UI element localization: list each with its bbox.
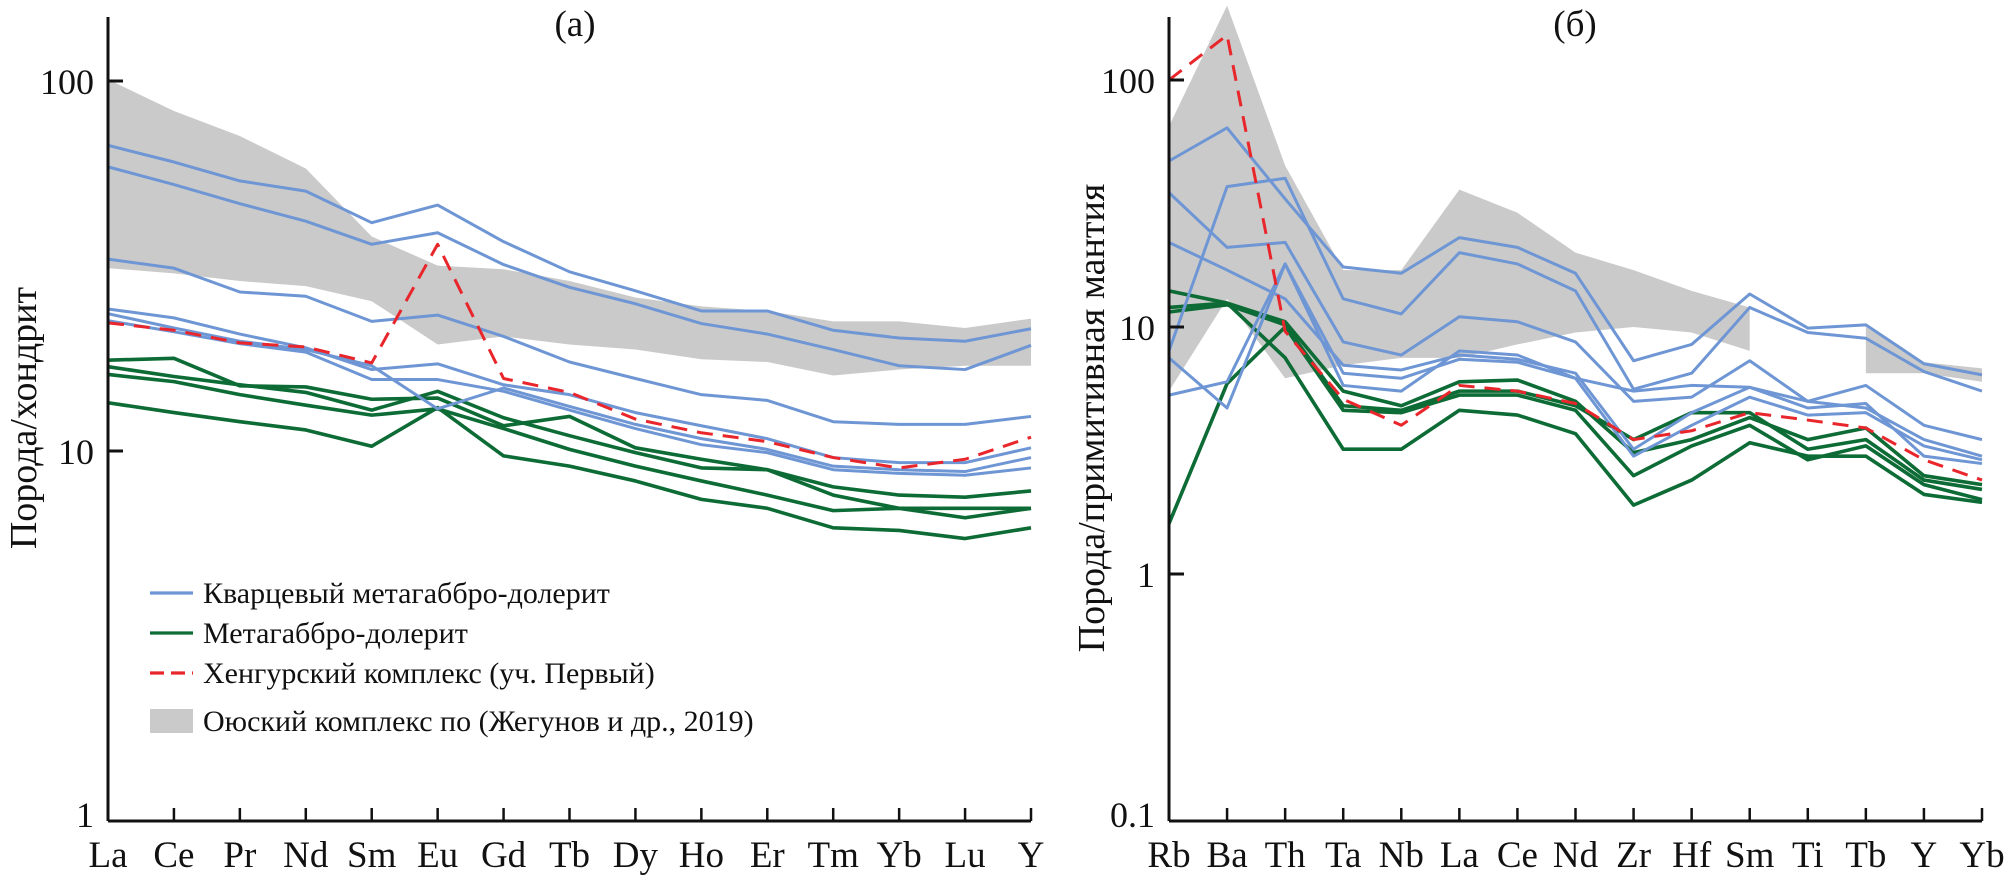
x-tick-label: Nb (1379, 835, 1424, 876)
quartz-metagabbro-dolerite-line (1167, 191, 1983, 442)
legend-item: Метагаббро-долерит (150, 617, 468, 650)
y-axis-label: Порода/хондрит (3, 286, 45, 549)
y-tick-label: 0.1 (1110, 795, 1155, 835)
panel-b-primitive-mantle: Rb Ba Th Ta Nb La Ce Nd Zr Hf Sm Ti Tb Y Yb 0.1 1 10 100 (б… (1071, 4, 2005, 876)
x-tick-label: Er (750, 835, 785, 876)
x-tick-label: Ho (679, 835, 724, 876)
y-axis-label: Порода/примитивная мантия (1071, 184, 1113, 653)
x-tick-label: Hf (1672, 835, 1712, 876)
x-tick-label: Yb (1959, 835, 2004, 876)
x-tick-label: Ce (153, 835, 194, 876)
legend-label: Оюский комплекс по (Жегунов и др., 2019) (203, 705, 754, 738)
legend: Кварцевый метагаббро-долерит Метагаббро-д… (150, 577, 754, 738)
x-tick-label: Th (1265, 835, 1307, 876)
x-tick-label: Tm (808, 835, 860, 876)
x-tick-label: Rb (1147, 835, 1190, 876)
x-tick-label: Eu (417, 835, 458, 876)
legend-label: Кварцевый метагаббро-долерит (203, 577, 610, 610)
x-tick-label: La (88, 835, 127, 876)
quartz-metagabbro-dolerite-line (1168, 262, 1983, 462)
metagabbro-dolerite-line (107, 372, 1032, 520)
metagabbro-dolerite-line (107, 364, 1031, 511)
metagabbro-dolerite-line (107, 356, 1032, 500)
panel-title: (а) (554, 4, 595, 45)
x-tick-label: Tb (549, 835, 590, 876)
khengur-complex-line (107, 242, 1032, 470)
x-tick-label: Tb (1845, 835, 1886, 876)
x-tick-label: Ti (1792, 835, 1824, 876)
legend-item: Оюский комплекс по (Жегунов и др., 2019) (150, 705, 754, 738)
metagabbro-dolerite-line (107, 400, 1032, 541)
x-tick-label: Y (1911, 835, 1938, 876)
x-tick-label: La (1440, 835, 1479, 876)
x-tick-label: Sm (347, 835, 397, 876)
y-tick-label: 10 (1119, 308, 1155, 348)
y-tick-label: 100 (40, 62, 94, 102)
quartz-metagabbro-dolerite-line (1167, 176, 1983, 393)
legend-label: Хенгурский комплекс (уч. Первый) (203, 657, 655, 690)
y-tick-label: 1 (76, 795, 94, 835)
x-tick-label: Gd (481, 835, 527, 876)
x-tick-label: Lu (945, 835, 986, 876)
metagabbro-dolerite-line (1168, 301, 1983, 507)
legend-label: Метагаббро-долерит (203, 617, 468, 650)
y-tick-label: 10 (58, 432, 94, 472)
x-tick-label: Nd (283, 835, 329, 876)
quartz-metagabbro-dolerite-line (107, 257, 1032, 426)
quartz-metagabbro-dolerite-line (107, 312, 1032, 474)
x-tick-label: Y (1018, 835, 1045, 876)
x-tick-label: Yb (877, 835, 922, 876)
y-tick-label: 100 (1101, 61, 1155, 101)
quartz-metagabbro-dolerite-line (107, 319, 1032, 477)
legend-swatch-band (150, 709, 193, 733)
quartz-metagabbro-dolerite-line (107, 307, 1032, 465)
khengur-complex-line (1168, 33, 1983, 482)
panel-a-chondrite-ree: La Ce Pr Nd Sm Eu Gd Tb Dy Ho Er Tm Yb Lu Y 1 10 100 (а) По… (3, 4, 1044, 876)
x-tick-label: Ce (1497, 835, 1538, 876)
x-tick-label: Sm (1725, 835, 1775, 876)
panel-title: (б) (1553, 4, 1596, 45)
quartz-metagabbro-dolerite-line (107, 143, 1032, 343)
metagabbro-dolerite-line (1168, 289, 1983, 487)
x-tick-label: Dy (613, 835, 659, 876)
quartz-metagabbro-dolerite-line (107, 165, 1032, 372)
legend-item: Хенгурский комплекс (уч. Первый) (150, 657, 655, 690)
x-tick-label: Ba (1207, 835, 1248, 876)
x-tick-label: Nd (1553, 835, 1599, 876)
legend-item: Кварцевый метагаббро-долерит (150, 577, 610, 610)
oyus-complex-band (108, 79, 1031, 376)
x-tick-label: Ta (1325, 835, 1361, 876)
x-tick-label: Zr (1616, 835, 1651, 876)
x-tick-label: Pr (223, 835, 256, 876)
y-tick-label: 1 (1137, 555, 1155, 595)
